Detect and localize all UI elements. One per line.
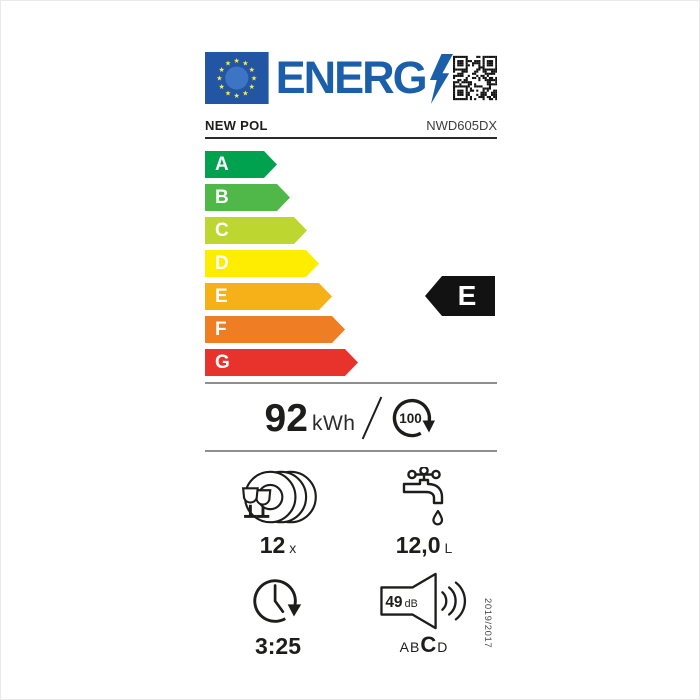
regulation-number: 2019/2017 (482, 598, 493, 649)
noise-unit: dB (405, 598, 418, 610)
water-value: 12,0 (395, 532, 441, 558)
wine-glass-icon (241, 487, 259, 518)
eu-flag-icon: ★ ★★★★★★★★★★★ (205, 51, 269, 105)
place-settings-icon (241, 470, 317, 524)
svg-text:★: ★ (225, 89, 231, 98)
noise-class-b: B (409, 639, 421, 655)
energy-logo-text: ENERG (275, 52, 428, 103)
lightning-bolt-icon (429, 54, 453, 104)
class-arrow-c: C (205, 217, 307, 244)
metric-grid: 12 x 12,0 (205, 467, 497, 660)
wine-glass-icon (254, 489, 272, 518)
svg-text:★: ★ (219, 82, 225, 91)
class-arrow-g: G (205, 349, 358, 376)
class-arrow-a: A (205, 151, 277, 178)
brand-row: NEW POL NWD605DX (205, 118, 497, 139)
qr-code (452, 55, 497, 101)
water-unit: L (444, 540, 453, 556)
water-label: 12,0 L (396, 532, 453, 559)
cycle-duration-clock-icon (253, 579, 302, 623)
noise-speaker-icon: 49 dB (380, 572, 467, 630)
noise-class-d: D (437, 639, 449, 655)
selected-class-arrow: E (425, 276, 495, 316)
noise-class-c: C (420, 632, 438, 657)
class-arrow-f: F (205, 316, 345, 343)
svg-text:★: ★ (219, 65, 225, 74)
model-id: NWD605DX (426, 118, 497, 133)
svg-text:★: ★ (234, 91, 240, 100)
capacity-label: 12 x (260, 532, 297, 559)
class-arrow-b: B (205, 184, 290, 211)
class-arrow-e: E (205, 283, 332, 310)
metric-water: 12,0 L (351, 467, 497, 559)
svg-text:★: ★ (242, 89, 248, 98)
class-arrow-d: D (205, 250, 319, 277)
svg-text:★: ★ (251, 74, 257, 83)
svg-text:★: ★ (216, 74, 222, 83)
svg-text:★: ★ (242, 58, 248, 67)
metric-capacity: 12 x (205, 467, 351, 559)
water-tap-icon (402, 467, 444, 526)
brand-name: NEW POL (205, 118, 268, 133)
svg-text:★: ★ (234, 56, 240, 65)
per-slash (362, 396, 383, 440)
sound-waves-icon (441, 581, 467, 621)
selected-class-letter: E (457, 280, 477, 311)
per-100-cycles-icon: 100 (393, 398, 436, 438)
eu-flag-stars: ★ ★★★★★★★★★★★ (216, 56, 257, 100)
consumption-block: 92 kWh 100 (205, 382, 497, 452)
duration-value: 3:25 (254, 633, 302, 659)
duration-label: 3:25 (255, 633, 301, 660)
svg-text:★: ★ (249, 82, 255, 91)
cycles-count: 100 (400, 411, 423, 426)
label-header: ★ ★ ★ ★ ★ ★ ★ ★ ★ ★ ★ ★ ENERG (205, 51, 497, 109)
svg-text:★: ★ (225, 58, 231, 67)
svg-text:★: ★ (249, 65, 255, 74)
capacity-value: 12 (259, 532, 286, 558)
capacity-unit: x (289, 540, 297, 556)
metric-duration: 3:25 (205, 572, 351, 660)
noise-value: 49 (385, 594, 403, 611)
kwh-value: 92 (264, 396, 308, 440)
noise-class-a: A (399, 639, 410, 655)
kwh-unit: kWh (311, 412, 356, 435)
qr-modules (452, 55, 497, 101)
